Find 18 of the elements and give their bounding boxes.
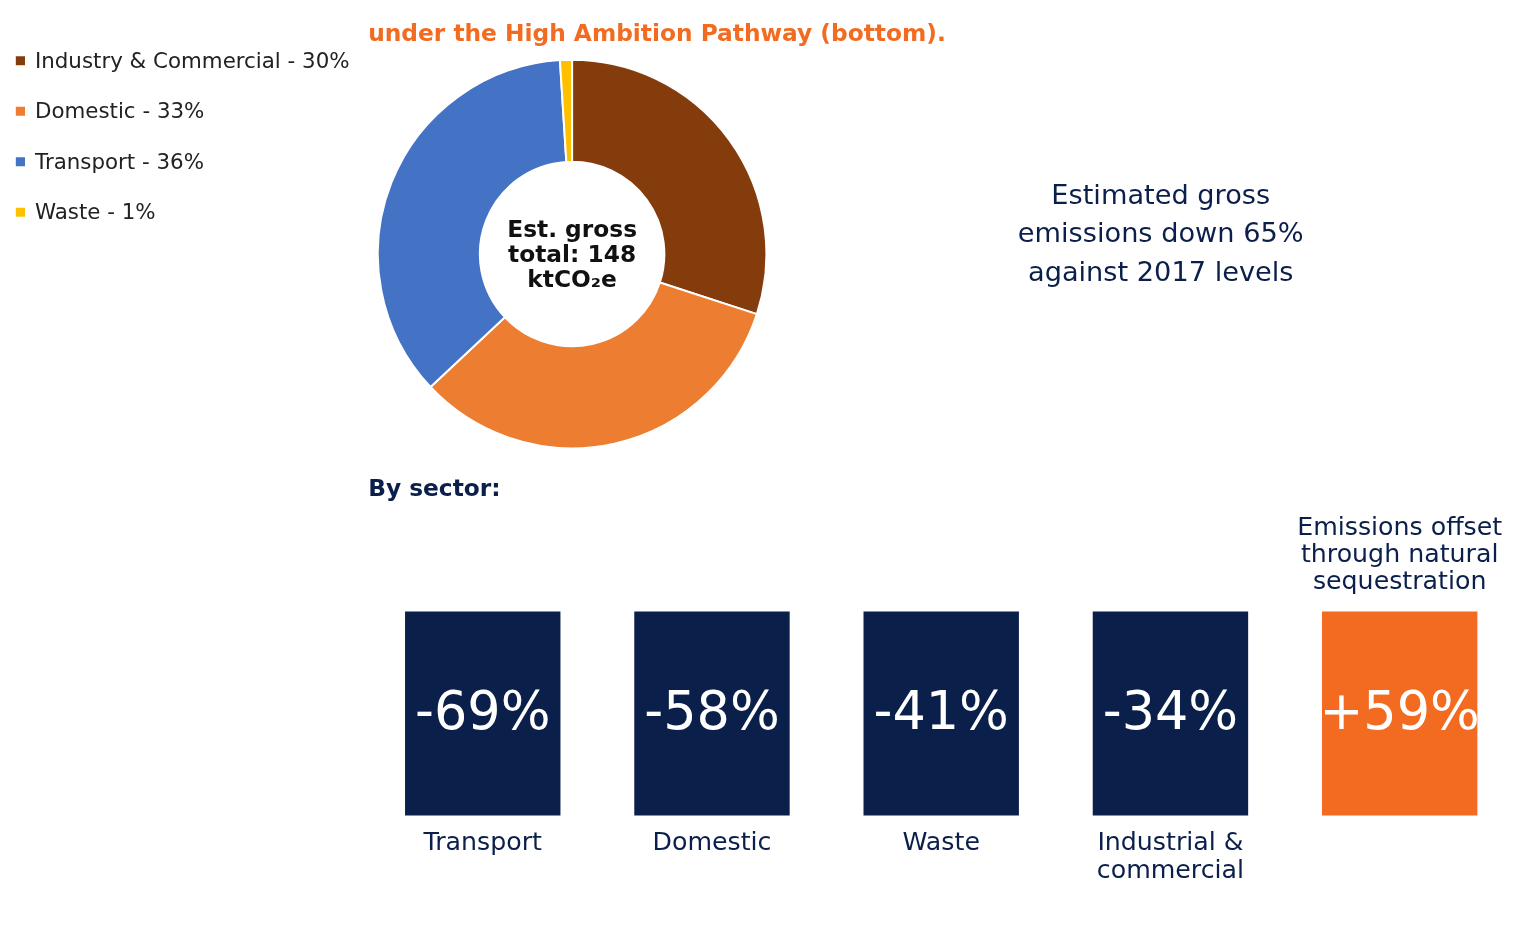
- data-label: -34%: [1102, 680, 1239, 741]
- text: Estimated gross emissions down 65% against 2017 levels: [1017, 178, 1304, 288]
- legend-label: Waste - 1%: [34, 199, 156, 225]
- legend-label: Industry & Commercial - 30%: [34, 47, 350, 73]
- data-label: -41%: [873, 680, 1009, 741]
- data-label: -69%: [415, 680, 551, 741]
- category-label: Domestic: [652, 827, 772, 857]
- legend-label: Transport - 36%: [33, 148, 204, 174]
- data-label: +59%: [1319, 680, 1480, 741]
- chart-title: under the High Ambition Pathway (bottom).: [368, 19, 946, 47]
- data-label: -58%: [644, 680, 780, 741]
- category-label: Transport: [422, 827, 543, 857]
- category-label: Industrial & commercial: [1096, 827, 1245, 884]
- legend-label: Domestic - 33%: [34, 98, 205, 124]
- category-label: Emissions offset through natural sequestration: [1297, 511, 1503, 596]
- category-label: Waste: [902, 827, 980, 857]
- text: Est. gross total: 148 ktCO₂e: [507, 214, 638, 293]
- text: By sector:: [368, 473, 501, 501]
